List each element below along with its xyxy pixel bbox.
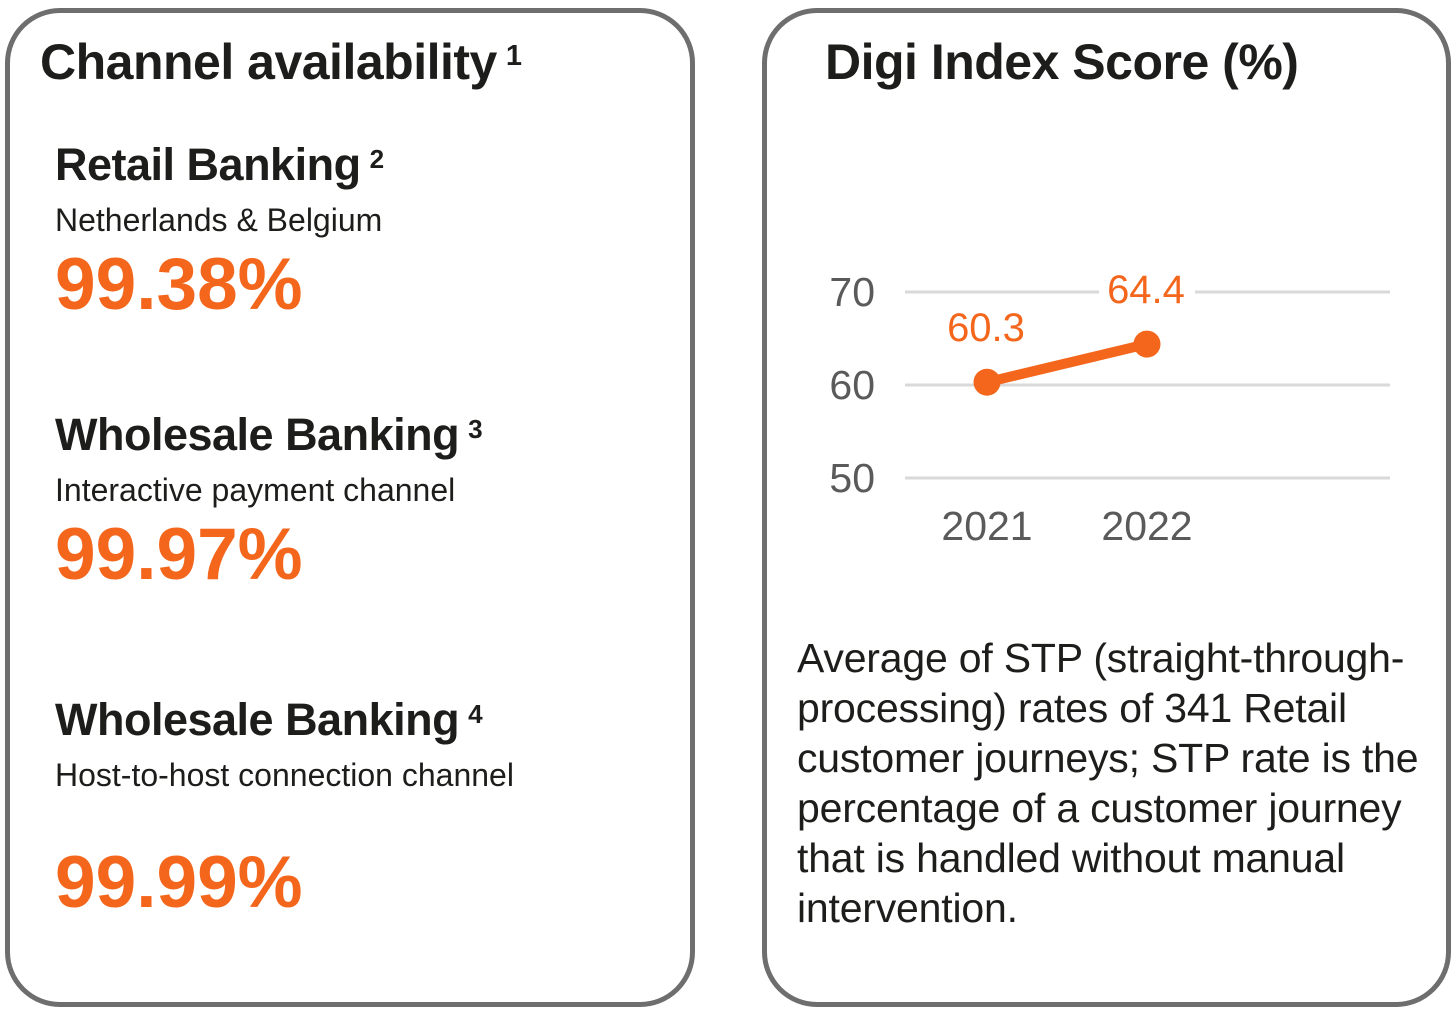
metric-subtitle: Interactive payment channel — [55, 472, 456, 508]
channel-availability-card: Channel availability 1 Retail Banking 2 Ne… — [5, 8, 695, 1007]
metric-value: 99.97% — [55, 514, 303, 595]
metric-value: 99.99% — [55, 842, 303, 923]
y-tick-50: 50 — [829, 455, 875, 501]
footnote-1-marker: 1 — [505, 40, 522, 72]
digi-index-title: Digi Index Score (%) — [825, 34, 1299, 90]
metric-wholesale-banking-host: Wholesale Banking 4 Host-to-host connecti… — [55, 686, 655, 921]
channel-availability-title: Channel availability 1 — [40, 34, 522, 90]
metric-value: 99.38% — [55, 244, 303, 325]
footnote-2-marker: 2 — [369, 144, 385, 174]
y-tick-60: 60 — [829, 362, 875, 408]
digi-index-description: Average of STP (straight-through-process… — [797, 635, 1419, 931]
data-point-2022 — [1133, 330, 1161, 358]
x-label-2022: 2022 — [1101, 503, 1192, 549]
metric-wholesale-banking-interactive: Wholesale Banking 3 Interactive payment c… — [55, 401, 655, 593]
data-label-backdrop — [1099, 265, 1195, 309]
x-label-2021: 2021 — [941, 503, 1032, 549]
metric-subtitle: Host-to-host connection channel — [55, 757, 514, 793]
y-tick-70: 70 — [829, 269, 875, 315]
metric-title: Wholesale Banking 3 — [55, 409, 483, 460]
card-title-text: Channel availability — [40, 34, 497, 90]
footnote-4-marker: 4 — [468, 699, 483, 729]
metric-retail-banking: Retail Banking 2 Netherlands & Belgium 99… — [55, 131, 655, 323]
metric-title: Wholesale Banking 4 — [55, 694, 483, 745]
digi-index-chart-area: 70 60 50 60.3 2021 64.4 2022 — [767, 253, 1446, 573]
digi-index-line — [982, 339, 1152, 388]
data-label-2021: 60.3 — [947, 306, 1025, 350]
data-point-2021 — [973, 368, 1001, 396]
data-label-2022: 64.4 — [1107, 268, 1185, 312]
metric-subtitle: Netherlands & Belgium — [55, 202, 383, 238]
digi-index-line-chart: 70 60 50 60.3 2021 64.4 2022 — [829, 265, 1390, 549]
digi-index-card: Digi Index Score (%) 70 60 50 60.3 2021 64.4 2… — [762, 8, 1451, 1007]
metric-title: Retail Banking 2 — [55, 139, 385, 190]
footnote-3-marker: 3 — [468, 414, 483, 444]
